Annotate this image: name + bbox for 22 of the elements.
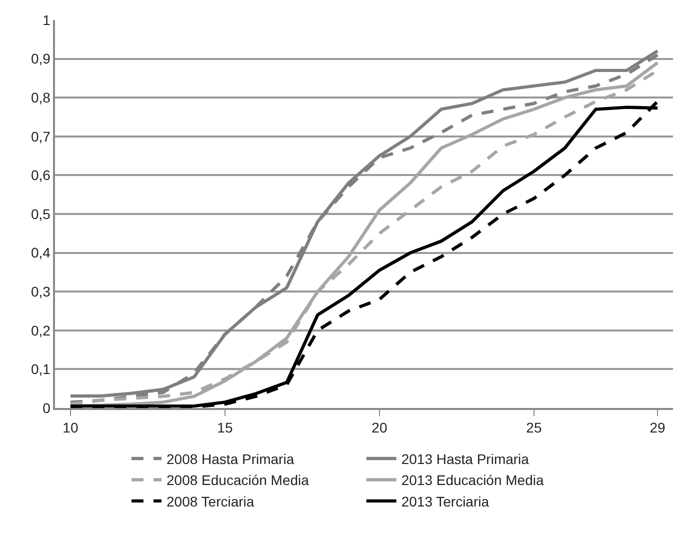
y-tick-label: 0,7	[30, 128, 51, 144]
y-tick-label: 0,8	[30, 90, 51, 106]
y-tick-label: 0,1	[30, 361, 51, 378]
y-tick-label: 0,4	[30, 244, 51, 261]
legend-label: 2013 Hasta Primaria	[401, 450, 530, 467]
x-tick-label: 15	[217, 420, 233, 436]
y-tick-label: 1	[42, 12, 51, 28]
y-tick-label: 0,9	[30, 50, 51, 67]
legend-label: 2008 Terciaria	[166, 493, 254, 510]
y-tick-label: 0	[42, 400, 51, 416]
y-tick-label: 0,5	[30, 206, 51, 222]
x-tick-label: 20	[372, 420, 388, 436]
legend-label: 2013 Terciaria	[401, 493, 490, 510]
x-tick-label: 25	[526, 420, 542, 436]
x-tick-label: 29	[650, 420, 666, 436]
x-tick-label: 10	[62, 420, 78, 436]
y-tick-label: 0,2	[30, 322, 51, 338]
legend-label: 2008 Educación Media	[166, 472, 310, 488]
legend-label: 2013 Educación Media	[401, 472, 544, 488]
legend-label: 2008 Hasta Primaria	[166, 450, 294, 467]
y-tick-label: 0,3	[30, 284, 51, 300]
y-tick-label: 0,6	[30, 167, 51, 184]
